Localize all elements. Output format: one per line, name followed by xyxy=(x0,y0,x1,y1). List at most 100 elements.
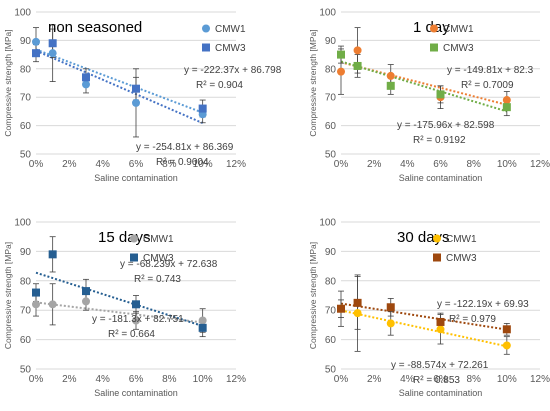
legend-label: CMW3 xyxy=(143,253,174,264)
legend-label: CMW1 xyxy=(443,24,474,35)
trendline-r2: R² = 0.853 xyxy=(413,375,460,386)
trendline-r2: R² = 0.9004 xyxy=(156,157,209,168)
y-tick-label: 50 xyxy=(20,365,32,376)
chart-panel-2: 50 60 70 80 90 100 0% 2% 4% 6% 8% 10% 12% Saline cont… xyxy=(308,8,550,184)
y-tick-label: 70 xyxy=(20,306,32,317)
chart-title: 30 days xyxy=(397,229,450,246)
data-point-cmw1 xyxy=(436,325,445,334)
data-point-cmw1 xyxy=(198,316,207,325)
x-tick-label: 4% xyxy=(400,374,415,385)
x-tick-label: 12% xyxy=(530,374,550,385)
y-tick-label: 60 xyxy=(20,335,32,346)
x-tick-label: 10% xyxy=(193,374,213,385)
x-axis-label: Saline contamination xyxy=(399,388,483,398)
data-point-cmw1 xyxy=(48,300,57,309)
trendline-equation: y = -254.81x + 86.369 xyxy=(136,142,234,153)
trendline-cmw3 xyxy=(340,60,508,113)
chart-panel-3: 50 60 70 80 90 100 0% 2% 4% 6% 8% 10% 12% Saline cont… xyxy=(3,218,246,399)
y-axis-label: Compressive strength [MPa] xyxy=(308,242,318,349)
x-tick-label: 4% xyxy=(95,374,110,385)
data-point-cmw1 xyxy=(353,309,362,318)
y-tick-label: 90 xyxy=(20,36,32,47)
trendline-equation: y = -122.19x + 69.93 xyxy=(437,299,529,310)
x-tick-label: 8% xyxy=(466,159,481,170)
y-tick-label: 60 xyxy=(20,121,32,132)
trendline-equation: y = -175.96x + 82.598 xyxy=(397,120,495,131)
legend-label: CMW1 xyxy=(143,234,174,245)
data-point-cmw3 xyxy=(502,325,511,334)
legend-label: CMW3 xyxy=(443,43,474,54)
y-axis-label: Compressive strength [MPa] xyxy=(3,29,13,136)
trendline-r2: R² = 0.9192 xyxy=(413,135,466,146)
trendline-equation: y = -149.81x + 82.3 xyxy=(447,65,534,76)
legend-marker xyxy=(433,234,441,243)
x-tick-label: 12% xyxy=(530,159,550,170)
data-point-cmw3 xyxy=(132,300,140,309)
y-tick-label: 100 xyxy=(319,8,336,19)
trendline-equation: y = -222.37x + 86.798 xyxy=(184,65,282,76)
y-tick-label: 50 xyxy=(325,150,337,161)
x-axis-label: Saline contamination xyxy=(94,388,178,398)
x-tick-label: 4% xyxy=(95,159,110,170)
x-tick-label: 0% xyxy=(334,374,349,385)
x-tick-label: 2% xyxy=(62,159,77,170)
x-tick-label: 4% xyxy=(400,159,415,170)
y-tick-label: 80 xyxy=(325,64,337,75)
data-point-cmw3 xyxy=(198,104,207,113)
data-point-cmw1 xyxy=(48,49,57,58)
data-point-cmw3 xyxy=(48,39,57,48)
legend-label: CMW1 xyxy=(215,24,246,35)
trendline-cmw3 xyxy=(35,49,204,124)
trendline-equation: y = -88.574x + 72.261 xyxy=(391,360,489,371)
x-axis-label: Saline contamination xyxy=(94,173,178,183)
y-tick-label: 80 xyxy=(20,276,32,287)
data-point-cmw1 xyxy=(337,67,345,76)
x-tick-label: 6% xyxy=(129,374,144,385)
x-tick-label: 8% xyxy=(162,159,177,170)
x-tick-label: 10% xyxy=(497,374,517,385)
legend-marker xyxy=(430,43,438,52)
y-axis-label: Compressive strength [MPa] xyxy=(3,242,13,349)
data-point-cmw3 xyxy=(353,298,362,307)
y-tick-label: 50 xyxy=(325,365,337,376)
data-point-cmw3 xyxy=(502,103,511,112)
trendline-equation: y = -181.3x + 82.751 xyxy=(92,314,184,325)
data-point-cmw3 xyxy=(386,81,395,90)
data-point-cmw1 xyxy=(502,96,511,105)
y-axis-label: Compressive strength [MPa] xyxy=(308,29,318,136)
legend-marker xyxy=(433,253,441,262)
y-tick-label: 100 xyxy=(319,218,336,229)
y-tick-label: 100 xyxy=(14,8,31,19)
legend-label: CMW1 xyxy=(446,234,477,245)
x-tick-label: 2% xyxy=(62,374,77,385)
data-point-cmw3 xyxy=(82,73,90,82)
data-point-cmw1 xyxy=(132,98,140,107)
y-tick-label: 70 xyxy=(325,93,337,104)
data-point-cmw1 xyxy=(386,71,395,80)
trendline-cmw3 xyxy=(35,271,203,327)
y-tick-label: 90 xyxy=(325,36,337,47)
x-tick-label: 12% xyxy=(226,374,246,385)
trendline-cmw1 xyxy=(35,48,204,114)
data-point-cmw1 xyxy=(386,319,395,328)
y-tick-label: 60 xyxy=(325,121,337,132)
y-tick-label: 50 xyxy=(20,150,32,161)
data-point-cmw1 xyxy=(353,46,362,55)
trendline-r2: R² = 0.979 xyxy=(449,314,496,325)
x-tick-label: 6% xyxy=(433,374,448,385)
data-point-cmw3 xyxy=(32,288,40,297)
data-point-cmw3 xyxy=(353,61,362,70)
data-point-cmw3 xyxy=(436,90,445,99)
x-tick-label: 6% xyxy=(433,159,448,170)
legend-marker xyxy=(430,24,438,33)
chart-panel-1: 50 60 70 80 90 100 0% 2% 4% 6% 8% 10% 12% Saline cont… xyxy=(3,8,282,184)
trendline-r2: R² = 0.664 xyxy=(108,329,155,340)
legend-marker xyxy=(202,43,210,52)
data-point-cmw3 xyxy=(436,317,445,326)
x-tick-label: 12% xyxy=(226,159,246,170)
y-tick-label: 70 xyxy=(325,306,337,317)
data-point-cmw1 xyxy=(32,37,40,46)
x-tick-label: 6% xyxy=(129,159,144,170)
